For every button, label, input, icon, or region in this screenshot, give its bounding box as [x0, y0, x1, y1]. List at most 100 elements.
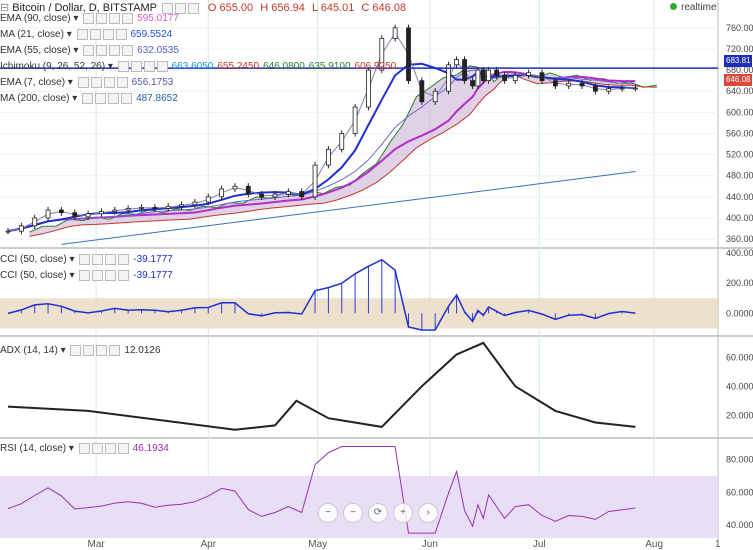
reset-button[interactable]: ⟳ — [368, 503, 388, 523]
legend-row[interactable]: EMA (55, close) ▾ 632.0535 — [0, 44, 179, 58]
candle-body — [272, 193, 278, 198]
candle-body — [152, 206, 158, 209]
candle-body — [512, 74, 518, 82]
legend-tool-icon[interactable] — [118, 253, 130, 265]
candle-body — [299, 191, 305, 198]
cci-legend-row[interactable]: CCI (50, close) ▾ -39.1777 — [0, 253, 173, 267]
candle-body — [462, 59, 467, 82]
legend-tool-icon[interactable] — [108, 92, 120, 104]
legend-row[interactable]: Ichimoku (9, 26, 52, 26) ▾ 663.6050 655.2… — [0, 60, 396, 74]
candle-body — [419, 80, 425, 103]
candle-body — [179, 204, 184, 207]
legend-tool-icon[interactable] — [105, 253, 117, 265]
legend-tool-icon[interactable] — [83, 12, 95, 24]
candle-body — [494, 69, 500, 76]
candle-body — [526, 72, 532, 76]
legend-tool-icon[interactable] — [109, 44, 121, 56]
legend-tool-icon[interactable] — [117, 60, 129, 72]
candle-body — [406, 27, 411, 82]
eye-icon[interactable] — [174, 2, 186, 14]
legend-tool-icon[interactable] — [118, 269, 130, 281]
x-tick-label: May — [308, 539, 327, 550]
legend-tool-icon[interactable] — [82, 92, 94, 104]
legend-tool-icon[interactable] — [76, 28, 88, 40]
candle-body — [72, 212, 78, 218]
legend-tool-icon[interactable] — [116, 76, 128, 88]
candle-body — [352, 106, 358, 134]
last-price-tag: 646.08 — [724, 74, 753, 86]
candle-body — [285, 191, 291, 195]
legend-tool-icon[interactable] — [109, 12, 121, 24]
legend-tool-icon[interactable] — [143, 60, 155, 72]
legend-tool-icon[interactable] — [79, 269, 91, 281]
price-tick-label: 360.00 — [726, 234, 753, 244]
candle-body — [593, 85, 598, 92]
legend-label: MA (21, close) ▾ — [0, 29, 75, 40]
legend-tool-icon[interactable] — [95, 92, 107, 104]
candle-body — [502, 74, 508, 82]
legend-tool-icon[interactable] — [77, 76, 89, 88]
legend-tool-icon[interactable] — [90, 76, 102, 88]
legend-row[interactable]: MA (21, close) ▾ 659.5524 — [0, 28, 172, 42]
adx-line — [7, 341, 636, 431]
legend-tool-icon[interactable] — [89, 28, 101, 40]
candle-body — [139, 206, 144, 209]
rsi-legend[interactable]: RSI (14, close) ▾ 46.1934 — [0, 442, 169, 454]
legend-row[interactable]: MA (200, close) ▾ 487.8652 — [0, 92, 178, 106]
candle-body — [45, 209, 51, 219]
legend-tool-icon[interactable] — [122, 12, 134, 24]
legend-tool-icon[interactable] — [92, 253, 104, 265]
ohlc-low: L 645.01 — [311, 2, 355, 14]
legend-tool-icon[interactable] — [92, 269, 104, 281]
candle-body — [312, 164, 318, 198]
candle-body — [245, 185, 251, 195]
candle-body — [475, 69, 481, 87]
cci-tick-label: 400.0000 — [726, 248, 753, 258]
cci-tick-label: 200.0000 — [726, 278, 753, 288]
legend-tool-icon[interactable] — [79, 253, 91, 265]
candle-body — [486, 69, 492, 82]
legend-tool-icon[interactable] — [96, 44, 108, 56]
legend-tool-icon[interactable] — [83, 44, 95, 56]
price-tick-label: 680.00 — [726, 65, 753, 75]
zoom-out-button[interactable]: − — [318, 503, 338, 523]
legend-tool-icon[interactable] — [122, 44, 134, 56]
cci-band — [0, 298, 718, 329]
candle-body — [5, 230, 11, 233]
price-tick-label: 720.00 — [726, 44, 753, 54]
legend-tool-icon[interactable] — [105, 269, 117, 281]
legend-row[interactable]: EMA (90, close) ▾ 595.0177 — [0, 12, 179, 26]
legend-tool-icon[interactable] — [121, 92, 133, 104]
realtime-indicator[interactable]: realtime — [670, 2, 717, 13]
candle-body — [18, 225, 24, 232]
x-tick-label: Aug — [645, 539, 663, 550]
cci-legend-row[interactable]: CCI (50, close) ▾ -39.1777 — [0, 269, 173, 283]
legend-tool-icon[interactable] — [156, 60, 168, 72]
candle-body — [579, 82, 585, 87]
adx-legend[interactable]: ADX (14, 14) ▾ 12.0126 — [0, 344, 161, 356]
legend-tool-icon[interactable] — [130, 60, 142, 72]
ma200-line — [61, 171, 636, 245]
zoom-in-button[interactable]: + — [393, 503, 413, 523]
candle-body — [446, 64, 451, 92]
candle-body — [232, 185, 238, 190]
close-icon[interactable] — [187, 2, 199, 14]
candle-body — [480, 69, 486, 82]
legend-tool-icon[interactable] — [103, 76, 115, 88]
x-tick-label: 1 — [715, 539, 721, 550]
legend-tool-icon[interactable] — [115, 28, 127, 40]
settings-icon[interactable] — [161, 2, 173, 14]
scroll-back-button[interactable]: − — [343, 503, 363, 523]
price-tick-label: 640.00 — [726, 86, 753, 96]
legend-tool-icon[interactable] — [102, 28, 114, 40]
legend-value: 487.8652 — [136, 93, 178, 104]
legend-value: 632.0535 — [137, 45, 179, 56]
scroll-forward-button[interactable]: › — [418, 503, 438, 523]
candle-body — [59, 209, 64, 214]
legend-row[interactable]: EMA (7, close) ▾ 656.1753 — [0, 76, 173, 90]
candle-body — [325, 148, 331, 166]
candle-body — [454, 59, 459, 66]
collapse-icon[interactable]: ⊟ — [0, 2, 13, 14]
legend-tool-icon[interactable] — [96, 12, 108, 24]
